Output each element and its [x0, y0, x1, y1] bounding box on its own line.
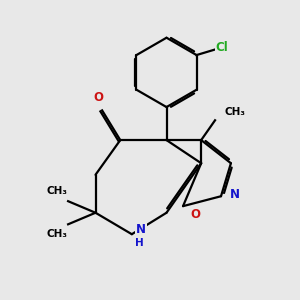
Text: O: O: [190, 208, 201, 221]
Text: O: O: [94, 91, 104, 104]
Text: H: H: [135, 238, 144, 248]
Text: CH₃: CH₃: [225, 107, 246, 117]
Text: CH₃: CH₃: [46, 229, 68, 239]
Text: Cl: Cl: [216, 41, 228, 54]
Text: N: N: [136, 223, 146, 236]
Text: N: N: [230, 188, 240, 201]
Text: CH₃: CH₃: [46, 186, 68, 196]
